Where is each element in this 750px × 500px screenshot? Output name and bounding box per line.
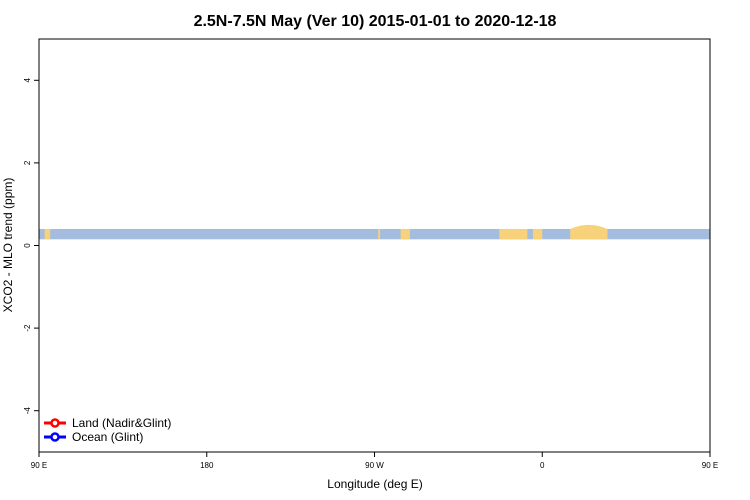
y-tick-label: 0 xyxy=(23,243,32,248)
y-tick-label: -4 xyxy=(23,407,32,415)
land-band xyxy=(378,228,381,240)
y-tick-label: 2 xyxy=(23,160,32,165)
x-tick-label: 180 xyxy=(200,461,214,470)
x-tick-label: 90 E xyxy=(31,461,47,470)
chart-title: 2.5N-7.5N May (Ver 10) 2015-01-01 to 202… xyxy=(194,13,557,30)
x-axis-label: Longitude (deg E) xyxy=(327,477,422,491)
land-band xyxy=(532,228,543,240)
legend-marker xyxy=(50,418,60,428)
land-band xyxy=(44,228,51,240)
legend: Land (Nadir&Glint)Ocean (Glint) xyxy=(41,413,191,449)
y-tick-label: 4 xyxy=(23,78,32,83)
land-band xyxy=(400,228,410,240)
surface-band xyxy=(39,224,710,240)
legend-label: Ocean (Glint) xyxy=(72,430,143,444)
land-band xyxy=(499,228,528,240)
y-axis-label: XCO2 - MLO trend (ppm) xyxy=(1,178,15,313)
x-tick-label: 90 E xyxy=(702,461,718,470)
x-axis: 90 E 180 90 W 0 90 E xyxy=(31,452,718,470)
land-band xyxy=(570,224,608,240)
y-axis: -4 -2 0 2 4 xyxy=(23,78,39,415)
ocean-band xyxy=(39,228,710,240)
legend-box xyxy=(41,413,191,449)
plot-frame xyxy=(38,38,711,453)
y-tick-label: -2 xyxy=(23,324,32,332)
legend-marker xyxy=(50,432,60,442)
x-tick-label: 90 W xyxy=(365,461,384,470)
x-tick-label: 0 xyxy=(540,461,545,470)
legend-label: Land (Nadir&Glint) xyxy=(72,416,171,430)
